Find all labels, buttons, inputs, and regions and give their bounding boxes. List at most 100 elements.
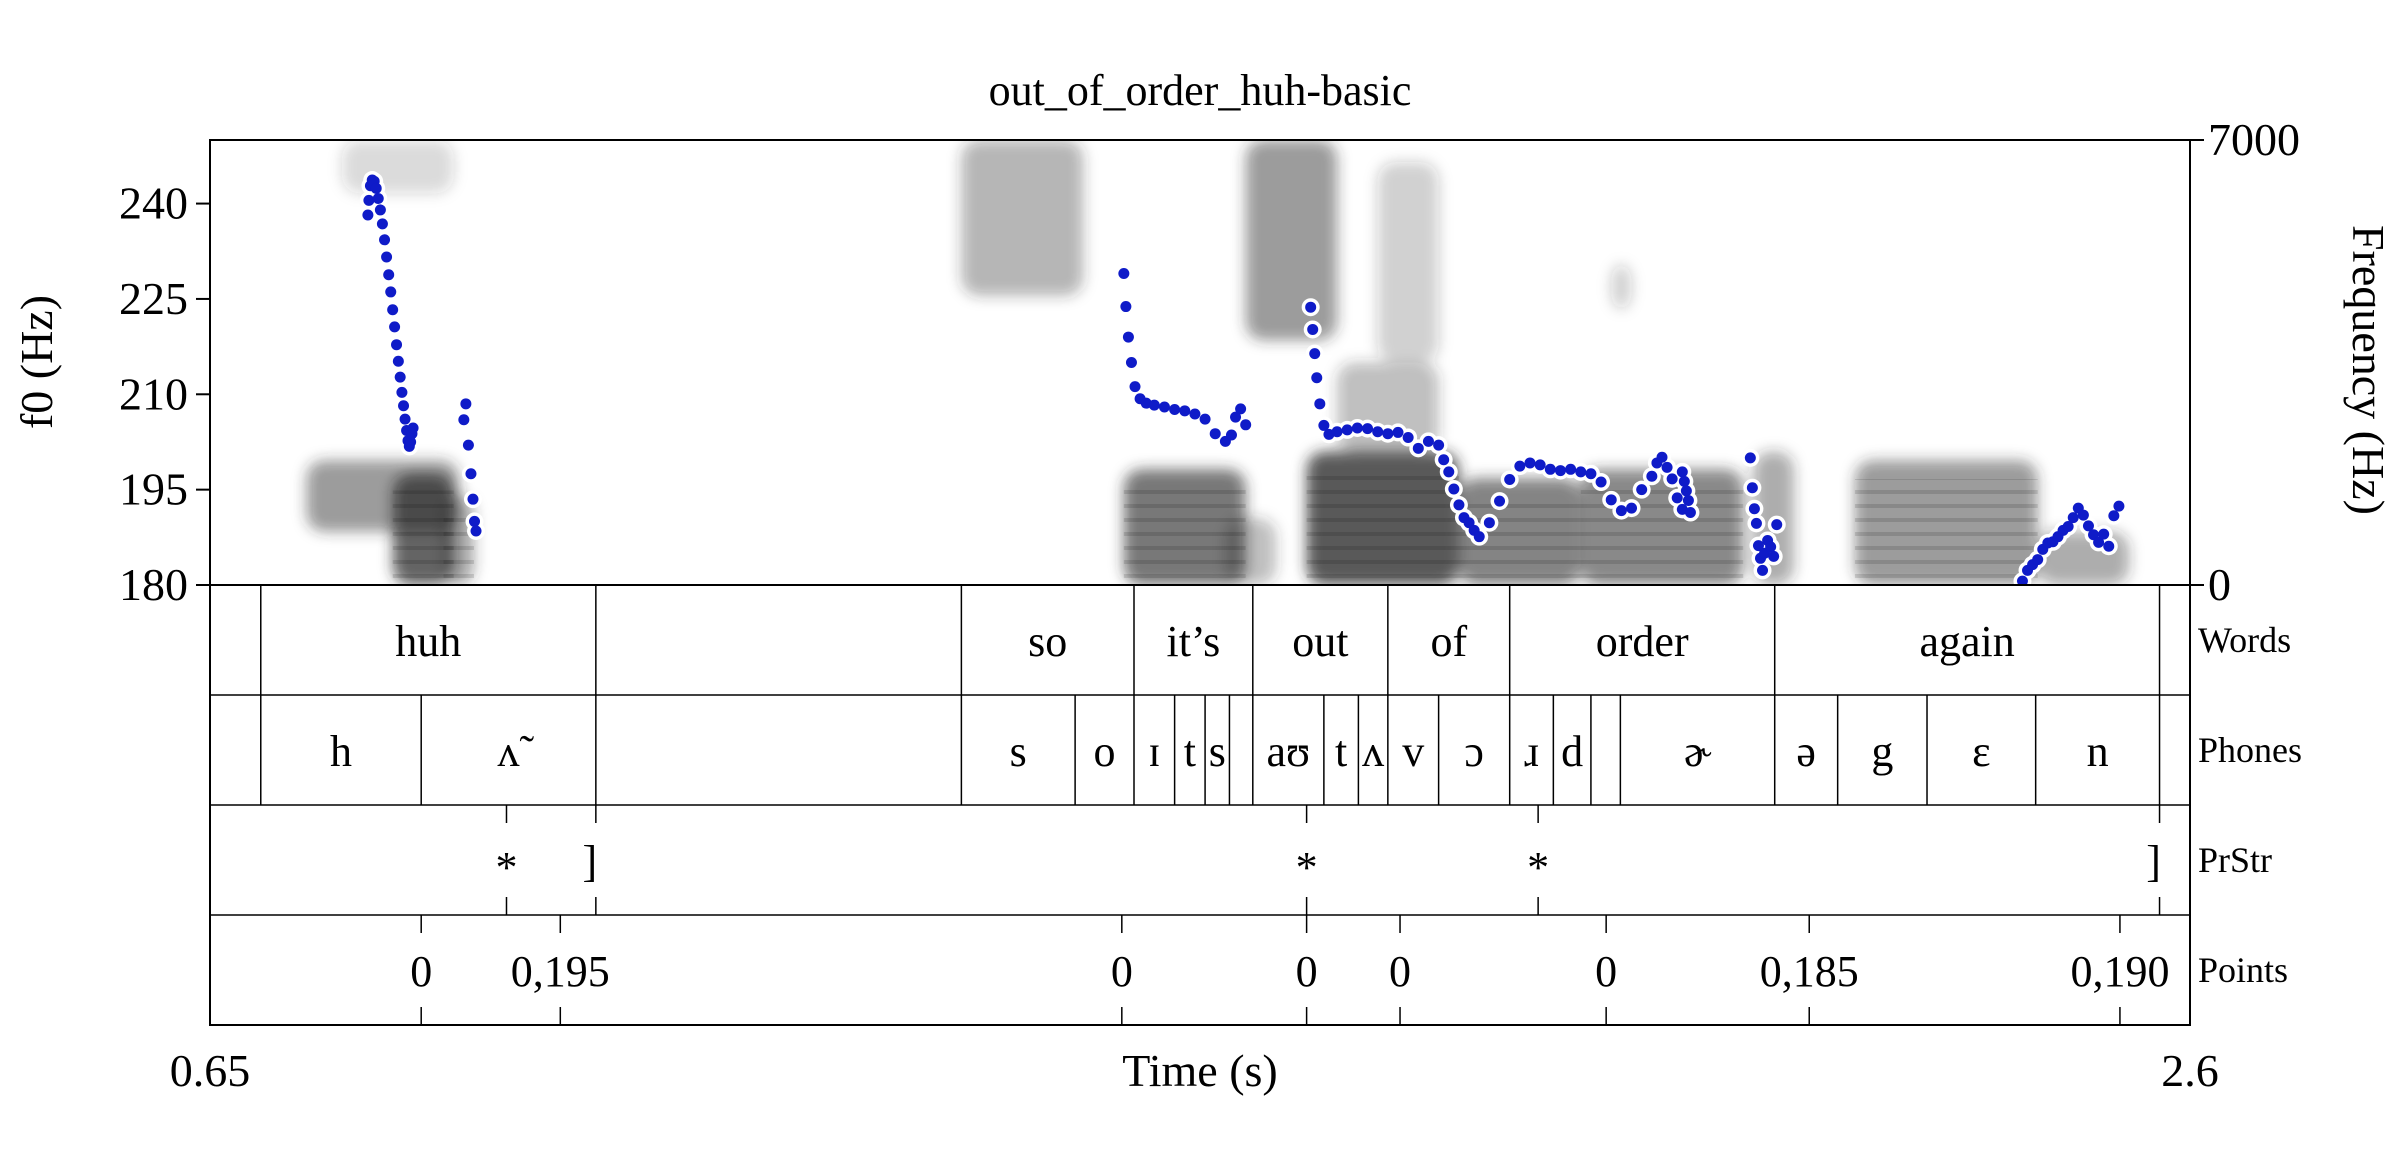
f0-point (462, 439, 474, 451)
left-tick-label: 210 (119, 368, 188, 419)
f0-point (1771, 519, 1783, 531)
left-tick-label: 225 (119, 273, 188, 324)
spectrogram-energy (961, 140, 1084, 296)
f0-point (1341, 424, 1353, 436)
f0-point (470, 525, 482, 537)
point-label: * (1527, 843, 1549, 892)
f0-point (2108, 510, 2120, 522)
f0-point (379, 234, 391, 246)
f0-point (2093, 536, 2105, 548)
f0-point (1311, 372, 1323, 384)
f0-point (1765, 541, 1777, 553)
f0-point (469, 515, 481, 527)
interval-label: so (1028, 617, 1067, 666)
f0-point (398, 400, 410, 412)
interval-label: t (1184, 727, 1196, 776)
f0-point (1433, 439, 1445, 451)
f0-point (1382, 428, 1394, 440)
f0-point (1443, 466, 1455, 478)
f0-point (2067, 512, 2079, 524)
f0-contour (358, 171, 2128, 585)
interval-label: o (1094, 727, 1116, 776)
f0-point (458, 414, 470, 426)
interval-label: s (1010, 727, 1027, 776)
f0-point (467, 493, 479, 505)
f0-point (1158, 401, 1170, 413)
f0-point (1148, 399, 1160, 411)
f0-point (376, 218, 388, 230)
f0-point (2098, 528, 2110, 540)
f0-point (1646, 470, 1658, 482)
chart-title: out_of_order_huh-basic (989, 66, 1412, 115)
interval-label: n (2087, 727, 2109, 776)
tier-words: huh so it’s out of order again Words (260, 585, 2291, 695)
point-label: ] (2146, 837, 2161, 886)
f0-point (1392, 426, 1404, 438)
f0-point (372, 192, 384, 204)
point-label: 0 (1595, 947, 1617, 996)
interval-label: ʌ (1362, 727, 1384, 776)
interval-label: v (1402, 727, 1424, 776)
left-axis-label: f0 (Hz) (11, 295, 62, 429)
interval-label: order (1596, 617, 1689, 666)
f0-point (1122, 331, 1134, 343)
tier-prstr: *] * *] PrStr (210, 804, 2272, 915)
f0-point (1671, 492, 1683, 504)
f0-point (1661, 461, 1673, 473)
f0-point (1615, 505, 1627, 517)
f0-point (1514, 460, 1526, 472)
point-label: * (495, 843, 517, 892)
point-label: * (1296, 843, 1318, 892)
right-tick-label: 7000 (2208, 114, 2300, 165)
f0-point (407, 422, 419, 434)
f0-point (391, 339, 403, 351)
right-tick-label: 0 (2208, 559, 2231, 610)
f0-point (1595, 476, 1607, 488)
tier-points: 0 0,195 0 0 0 0 0,185 0,190 Points (210, 914, 2288, 1025)
f0-point (1575, 466, 1587, 478)
tier-name: Phones (2198, 730, 2302, 770)
point-label: 0 (1111, 947, 1133, 996)
f0-point (1118, 268, 1130, 279)
f0-point (1676, 466, 1688, 478)
f0-point (1748, 503, 1760, 515)
f0-point (396, 386, 408, 398)
f0-point (1351, 422, 1363, 434)
f0-point (1757, 564, 1769, 576)
f0-point (1684, 507, 1696, 519)
spectrogram-energy (1611, 264, 1632, 310)
spectrogram (306, 140, 2130, 585)
left-tick-label: 195 (119, 464, 188, 515)
f0-point (1752, 540, 1764, 552)
point-label: ] (583, 837, 598, 886)
spectrogram-energy (1377, 162, 1439, 363)
interval-label: aʊ (1266, 727, 1310, 776)
left-axis-ticks: 180 195 210 225 240 (119, 178, 210, 610)
spectrogram-striation (1854, 479, 2038, 585)
interval-label: ɚ (1684, 727, 1712, 776)
f0-point (2032, 554, 2044, 566)
x-axis-label: Time (s) (1122, 1045, 1278, 1096)
f0-point (2103, 540, 2115, 552)
point-label: 0 (410, 947, 432, 996)
f0-point (1199, 413, 1211, 425)
f0-point (405, 436, 417, 448)
f0-point (1189, 408, 1201, 420)
f0-point (1372, 426, 1384, 438)
left-tick-label: 240 (119, 178, 188, 229)
f0-point (1331, 426, 1343, 438)
f0-point (394, 371, 406, 383)
f0-point (460, 398, 472, 410)
f0-point (1554, 465, 1566, 477)
interval-label: huh (395, 617, 461, 666)
spectrogram-energy (342, 140, 454, 194)
interval-label: of (1430, 617, 1467, 666)
f0-point (1453, 499, 1465, 511)
f0-point (1682, 494, 1694, 506)
f0-point (1225, 429, 1237, 441)
spectrogram-striation (1123, 486, 1246, 585)
right-axis-ticks: 0 7000 (2190, 114, 2300, 610)
f0-point (1565, 463, 1577, 475)
f0-point (1230, 411, 1242, 423)
